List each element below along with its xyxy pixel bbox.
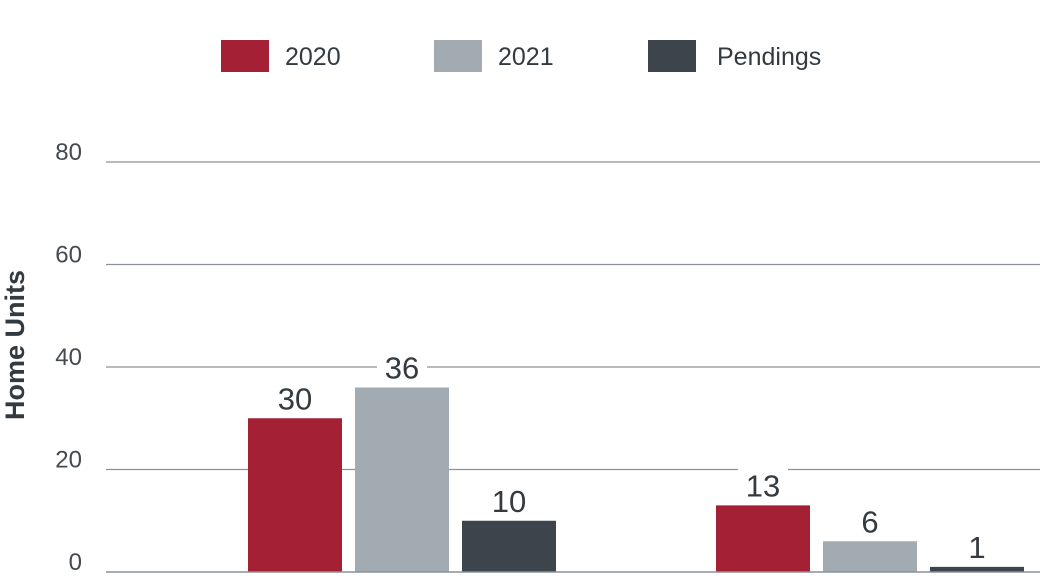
data-label-bg — [961, 528, 993, 561]
legend-label-2021: 2021 — [498, 43, 554, 71]
bar-2020 — [248, 418, 342, 572]
legend-swatch-2021 — [434, 40, 482, 72]
data-labels: 30 13 36 6 10 1 — [270, 349, 993, 565]
bar-2021 — [355, 387, 449, 572]
data-label: 1 — [968, 530, 985, 565]
gridlines — [106, 161, 1040, 471]
y-axis-ticks: 0 20 40 60 80 — [55, 139, 82, 576]
legend: 2020 2021 Pendings — [221, 40, 821, 72]
y-tick-label: 80 — [55, 139, 82, 166]
legend-swatch-2020 — [221, 40, 269, 72]
data-label: 30 — [278, 381, 312, 416]
bars — [248, 387, 1024, 572]
y-axis-label: Home Units — [0, 270, 30, 420]
data-label: 13 — [746, 468, 780, 503]
bar-2020 — [716, 505, 810, 572]
y-tick-label: 0 — [69, 549, 82, 576]
legend-label-pendings: Pendings — [717, 43, 821, 71]
bar-pendings — [930, 566, 1024, 572]
data-label-bg — [854, 503, 886, 536]
y-tick-label: 20 — [55, 447, 82, 474]
data-label-bg — [484, 482, 534, 515]
data-label-bg — [738, 467, 788, 500]
y-tick-label: 60 — [55, 242, 82, 269]
data-label-bg — [377, 349, 427, 382]
data-label-bg — [270, 380, 320, 413]
data-label: 36 — [385, 351, 419, 386]
legend-label-2020: 2020 — [285, 43, 341, 71]
bar-2021 — [823, 541, 917, 572]
data-label: 6 — [861, 504, 878, 539]
y-tick-label: 40 — [55, 344, 82, 371]
data-label: 10 — [492, 484, 526, 519]
bar-pendings — [462, 520, 556, 572]
legend-swatch-pendings — [648, 40, 696, 72]
